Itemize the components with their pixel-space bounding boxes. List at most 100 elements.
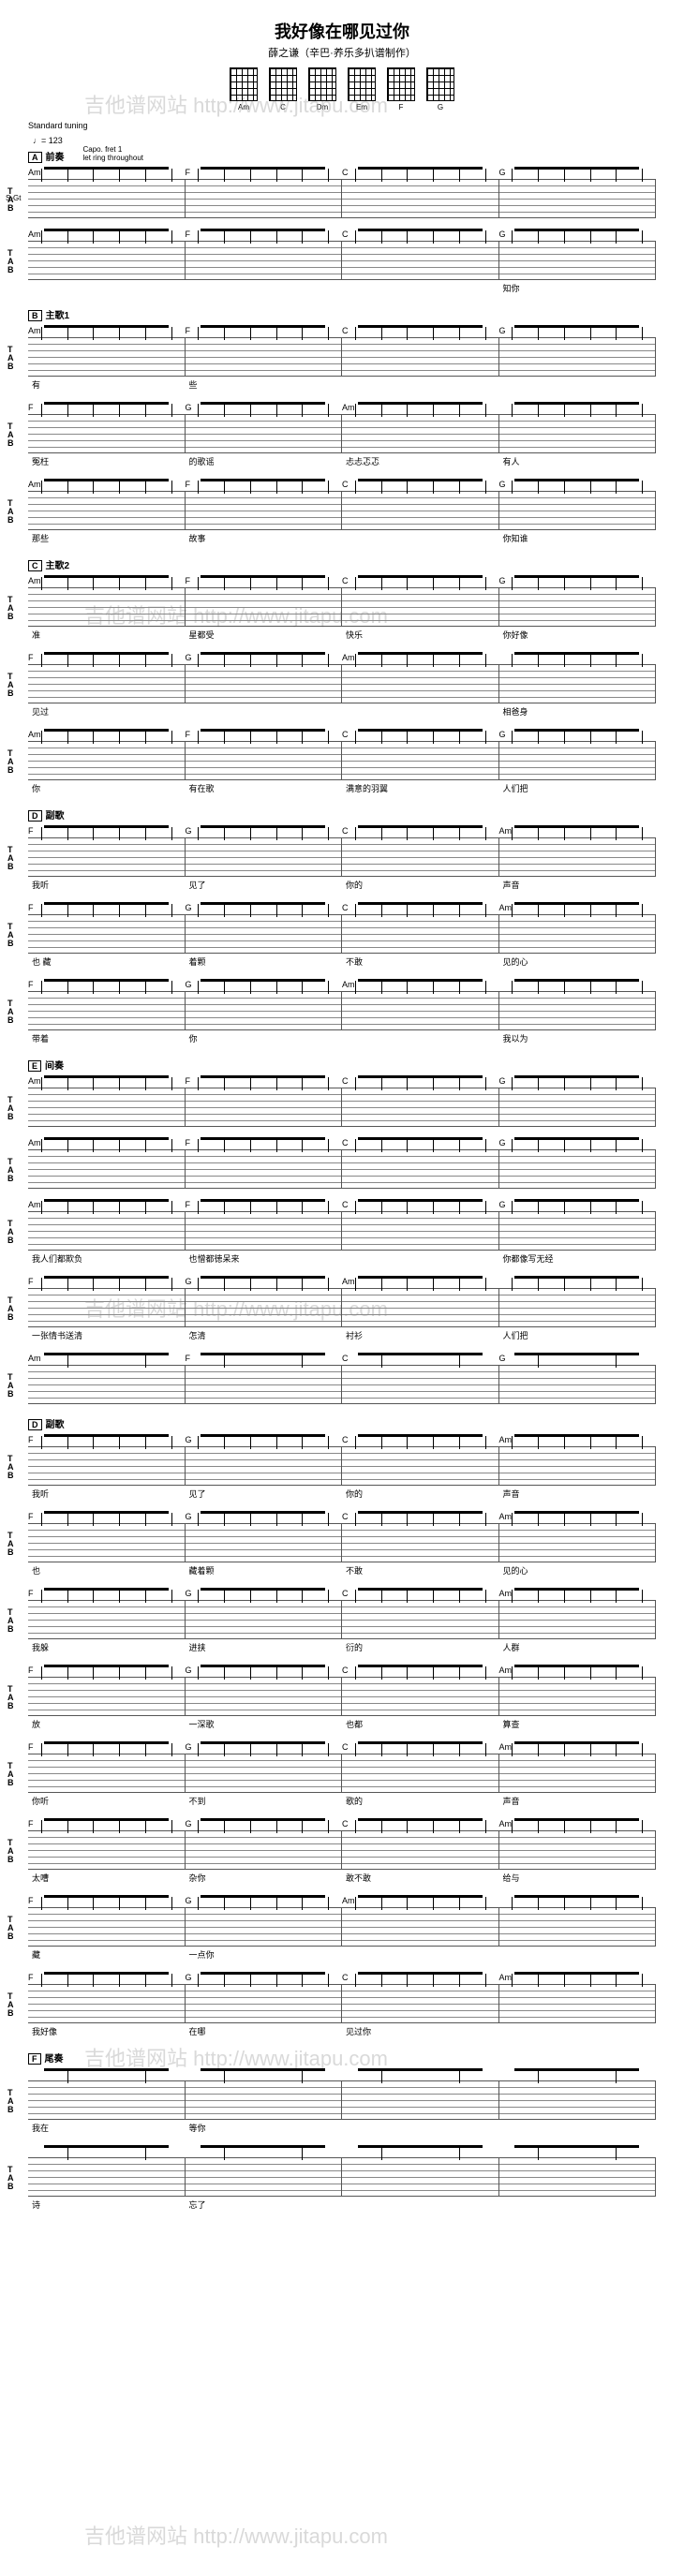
lyric-line: 我听见了你的声音 xyxy=(28,879,656,892)
lyric-text: 进挟 xyxy=(186,1641,343,1654)
tab-row: AmFCGTAB xyxy=(28,1354,656,1404)
chord-g: G xyxy=(426,67,454,111)
measure xyxy=(342,1754,499,1792)
measure xyxy=(28,1754,186,1792)
lyric-text: 也 xyxy=(28,1564,186,1577)
tab-row: FGCAmTAB我好像在哪见过你 xyxy=(28,1973,656,2038)
lyric-line: 我在等你 xyxy=(28,2122,656,2135)
measure xyxy=(342,1985,499,2022)
tab-label: TAB xyxy=(7,1839,14,1864)
lyric-text: 怎清 xyxy=(186,1329,343,1342)
measure xyxy=(499,242,657,279)
measure xyxy=(342,242,499,279)
tab-label: TAB xyxy=(7,923,14,948)
measure xyxy=(499,492,657,529)
measure xyxy=(342,415,499,452)
lyric-text: 你的 xyxy=(342,879,499,892)
measure xyxy=(342,2158,499,2196)
chord-dm: Dm xyxy=(308,67,336,111)
measure xyxy=(499,415,657,452)
tab-row: FGCAmTAB太嘈杂你敢不敢给与 xyxy=(28,1819,656,1885)
measure xyxy=(28,1212,186,1250)
tab-label: TAB xyxy=(7,249,14,274)
lyric-line: 放一深歌也都算查 xyxy=(28,1718,656,1731)
tab-staff: TAB xyxy=(28,491,656,530)
tab-staff: TAB xyxy=(28,2080,656,2120)
section-header: F尾奏 xyxy=(28,2050,656,2066)
lyric-line: 见过相爸身 xyxy=(28,705,656,718)
tab-label: TAB xyxy=(7,749,14,775)
measure xyxy=(342,992,499,1029)
tab-label: TAB xyxy=(7,499,14,525)
tab-row: C主歌2AmFCGTAB准星都受快乐你好像 xyxy=(28,556,656,642)
measure xyxy=(342,1524,499,1562)
lyric-text: 相爸身 xyxy=(499,705,657,718)
lyric-text xyxy=(186,705,343,718)
section-box: C xyxy=(28,560,42,571)
measure xyxy=(186,338,343,376)
section-box: F xyxy=(28,2053,41,2065)
measure xyxy=(186,992,343,1029)
lyric-text: 见的心 xyxy=(499,1564,657,1577)
measure xyxy=(28,180,186,217)
measure xyxy=(342,838,499,876)
measure xyxy=(28,1366,186,1403)
tab-row: D副歌FGCAmTAB我听见了你的声音 xyxy=(28,1415,656,1501)
tab-staff: TAB xyxy=(28,1211,656,1251)
measure xyxy=(28,915,186,953)
section-box: E xyxy=(28,1060,41,1072)
lyric-text: 的歌谣 xyxy=(186,455,343,468)
tab-staff: TAB xyxy=(28,1754,656,1793)
measure xyxy=(186,838,343,876)
tab-staff: TAB xyxy=(28,664,656,703)
section-label: 前奏 xyxy=(46,153,65,163)
lyric-text xyxy=(342,1948,499,1962)
section-header: C主歌2 xyxy=(28,556,656,573)
measure xyxy=(28,588,186,626)
tab-label: TAB xyxy=(7,187,14,213)
measure xyxy=(186,1447,343,1485)
section-label: 间奏 xyxy=(45,1061,64,1072)
measure xyxy=(499,915,657,953)
section-box: A xyxy=(28,152,42,163)
lyric-text: 不到 xyxy=(186,1795,343,1808)
measure xyxy=(186,1678,343,1715)
chord-diagrams: Am C Dm Em F G xyxy=(28,67,656,111)
measure xyxy=(186,1908,343,1946)
lyric-text: 见过你 xyxy=(342,2025,499,2038)
measure xyxy=(28,1678,186,1715)
tab-staff: TAB xyxy=(28,241,656,280)
measure xyxy=(28,992,186,1029)
measure xyxy=(342,1601,499,1638)
lyric-line: 带着你我以为 xyxy=(28,1032,656,1045)
lyric-line: 你有在歌满意的羽翼人们把 xyxy=(28,782,656,795)
lyric-text: 一张情书送清 xyxy=(28,1329,186,1342)
measure xyxy=(186,1366,343,1403)
section-header: D副歌 xyxy=(28,1415,656,1432)
lyric-text: 也都 xyxy=(342,1718,499,1731)
tuning-text: Standard tuning xyxy=(28,121,656,130)
measure xyxy=(186,1289,343,1326)
lyric-text: 快乐 xyxy=(342,629,499,642)
measure xyxy=(342,1447,499,1485)
measure xyxy=(342,180,499,217)
lyric-text: 你的 xyxy=(342,1488,499,1501)
tab-label: TAB xyxy=(7,596,14,621)
lyric-text: 你 xyxy=(28,782,186,795)
tab-label: TAB xyxy=(7,1532,14,1557)
measure xyxy=(499,1524,657,1562)
section-label: 副歌 xyxy=(46,1420,65,1430)
lyric-text: 算查 xyxy=(499,1718,657,1731)
tab-staff: TAB xyxy=(28,337,656,377)
lyric-text: 你好像 xyxy=(499,629,657,642)
lyric-text: 冤枉 xyxy=(28,455,186,468)
measure xyxy=(28,1831,186,1869)
lyric-text: 声音 xyxy=(499,1795,657,1808)
lyric-text: 太嘈 xyxy=(28,1872,186,1885)
section-label: 主歌1 xyxy=(46,311,70,321)
measure xyxy=(499,1088,657,1126)
lyric-text: 些 xyxy=(186,378,343,392)
lyric-text: 诗 xyxy=(28,2198,186,2212)
section-box: D xyxy=(28,810,42,822)
lyric-text: 杂你 xyxy=(186,1872,343,1885)
